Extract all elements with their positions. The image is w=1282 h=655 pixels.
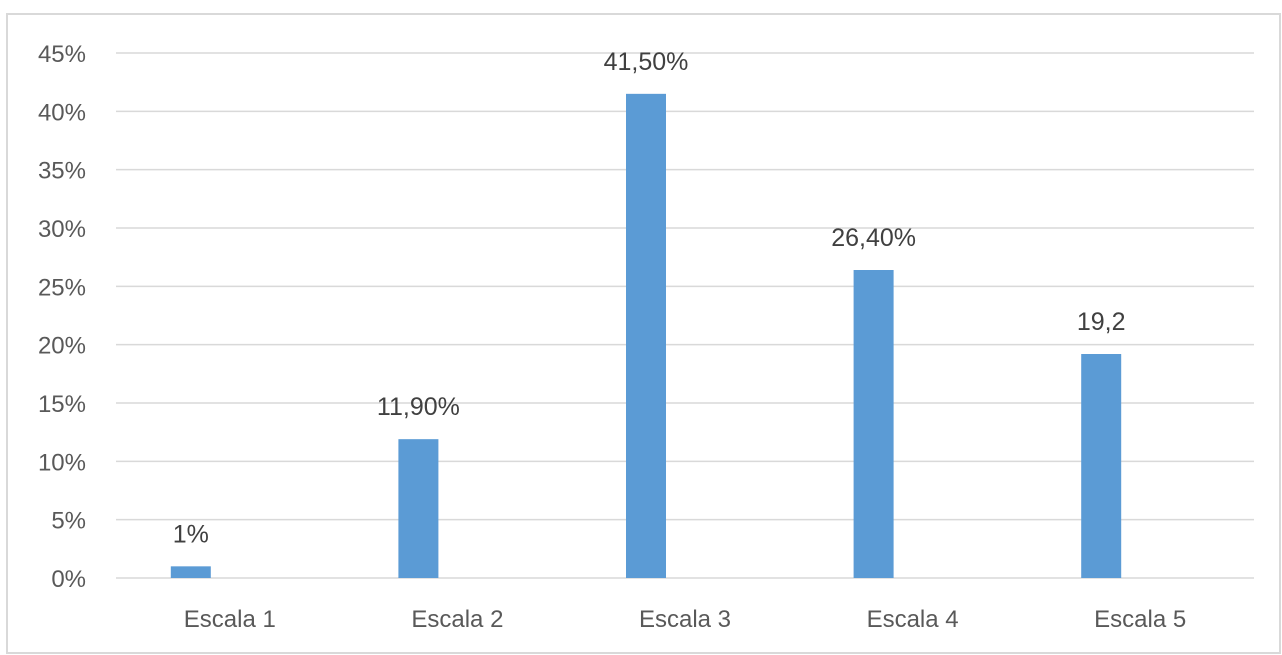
data-label-4: 26,40% — [831, 224, 916, 252]
bar-4 — [853, 270, 894, 578]
bar-3 — [626, 93, 666, 578]
x-tick-label-1: Escala 1 — [184, 606, 276, 633]
bar-2 — [398, 439, 439, 578]
y-tick-label-5: 5% — [51, 508, 86, 535]
bar-1 — [170, 566, 211, 578]
y-tick-label-45: 45% — [38, 41, 86, 68]
bars — [170, 93, 1122, 578]
y-tick-label-40: 40% — [38, 99, 86, 126]
x-axis-tick-labels: Escala 1 Escala 2 Escala 3 Escala 4 Escala 5 — [184, 606, 1186, 633]
y-tick-label-10: 10% — [38, 449, 86, 476]
data-label-3: 41,50% — [604, 48, 689, 76]
x-tick-label-2: Escala 2 — [411, 606, 503, 633]
y-tick-label-30: 30% — [38, 216, 86, 243]
x-tick-label-5: Escala 5 — [1094, 606, 1186, 633]
y-tick-label-0: 0% — [51, 566, 86, 593]
data-labels: 1% 11,90% 41,50% 26,40% 19,2 — [173, 48, 1126, 548]
y-axis-tick-labels: 0% 5% 10% 15% 20% 25% 30% 35% 40% 45% — [38, 41, 86, 593]
x-tick-label-4: Escala 4 — [867, 606, 959, 633]
data-label-5: 19,2 — [1077, 308, 1126, 336]
bar-5 — [1081, 354, 1122, 578]
x-tick-label-3: Escala 3 — [639, 606, 731, 633]
data-label-2: 11,90% — [377, 393, 460, 421]
y-tick-label-25: 25% — [38, 274, 86, 301]
y-tick-label-35: 35% — [38, 158, 86, 185]
data-label-1: 1% — [173, 520, 209, 548]
gridlines — [116, 52, 1254, 579]
y-tick-label-15: 15% — [38, 391, 86, 418]
y-tick-label-20: 20% — [38, 333, 86, 360]
